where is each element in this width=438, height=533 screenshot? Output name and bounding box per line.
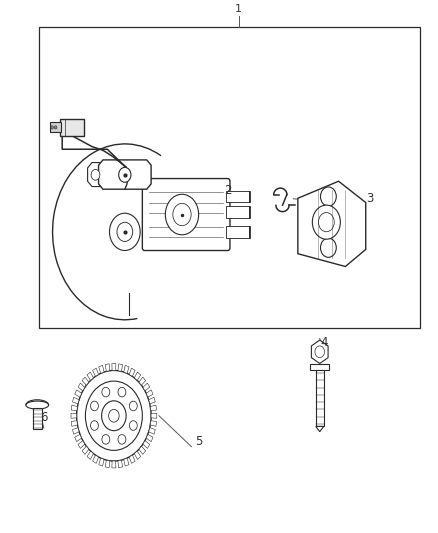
Polygon shape xyxy=(139,377,145,385)
Polygon shape xyxy=(129,455,135,463)
Polygon shape xyxy=(143,441,150,448)
Polygon shape xyxy=(146,390,153,397)
Polygon shape xyxy=(105,364,110,372)
Text: 4: 4 xyxy=(320,336,328,349)
Bar xyxy=(39,27,420,328)
Text: 6: 6 xyxy=(40,411,48,424)
Bar xyxy=(226,226,250,238)
Circle shape xyxy=(109,409,119,422)
Polygon shape xyxy=(99,458,104,466)
Polygon shape xyxy=(92,368,99,376)
Polygon shape xyxy=(105,460,110,467)
Circle shape xyxy=(117,222,133,241)
Bar xyxy=(33,408,42,429)
Circle shape xyxy=(166,194,199,235)
Polygon shape xyxy=(72,397,79,404)
Polygon shape xyxy=(149,397,155,404)
Polygon shape xyxy=(134,451,141,459)
Circle shape xyxy=(102,401,126,431)
Polygon shape xyxy=(124,458,129,466)
Circle shape xyxy=(54,126,57,129)
FancyBboxPatch shape xyxy=(142,179,230,251)
Polygon shape xyxy=(88,163,103,187)
Polygon shape xyxy=(129,368,135,376)
Polygon shape xyxy=(78,383,85,391)
Polygon shape xyxy=(298,181,366,266)
Circle shape xyxy=(321,238,336,257)
Polygon shape xyxy=(149,427,155,434)
Circle shape xyxy=(118,387,126,397)
Text: 1: 1 xyxy=(235,4,242,14)
Circle shape xyxy=(129,421,137,430)
Polygon shape xyxy=(75,390,81,397)
Text: 2: 2 xyxy=(224,184,232,197)
Polygon shape xyxy=(150,421,156,426)
Polygon shape xyxy=(82,446,89,454)
Polygon shape xyxy=(82,377,89,385)
Polygon shape xyxy=(71,421,78,426)
Polygon shape xyxy=(118,364,123,372)
Circle shape xyxy=(173,204,191,225)
Circle shape xyxy=(91,421,99,430)
Polygon shape xyxy=(75,434,81,442)
Polygon shape xyxy=(311,340,328,364)
Circle shape xyxy=(91,169,100,180)
Circle shape xyxy=(315,346,325,358)
Polygon shape xyxy=(316,426,324,432)
Bar xyxy=(316,370,324,426)
Polygon shape xyxy=(99,160,151,189)
Polygon shape xyxy=(87,372,93,381)
Text: 5: 5 xyxy=(196,435,203,448)
Polygon shape xyxy=(143,383,150,391)
Polygon shape xyxy=(134,372,141,381)
Circle shape xyxy=(102,434,110,444)
Polygon shape xyxy=(78,441,85,448)
Polygon shape xyxy=(139,446,145,454)
Polygon shape xyxy=(151,413,157,418)
Ellipse shape xyxy=(26,401,49,409)
Circle shape xyxy=(321,187,336,206)
Text: 3: 3 xyxy=(367,192,374,205)
Circle shape xyxy=(318,213,334,232)
Polygon shape xyxy=(87,451,93,459)
Polygon shape xyxy=(124,365,129,373)
Circle shape xyxy=(129,401,137,411)
Polygon shape xyxy=(112,461,116,468)
Circle shape xyxy=(77,370,151,461)
Polygon shape xyxy=(72,427,79,434)
Circle shape xyxy=(85,381,142,450)
Circle shape xyxy=(102,387,110,397)
Circle shape xyxy=(119,167,131,182)
Bar xyxy=(310,364,329,370)
Bar xyxy=(226,206,250,217)
Circle shape xyxy=(51,126,53,129)
Polygon shape xyxy=(71,413,77,418)
Polygon shape xyxy=(99,365,104,373)
Circle shape xyxy=(91,401,99,411)
Polygon shape xyxy=(112,364,116,370)
Polygon shape xyxy=(118,460,123,467)
Circle shape xyxy=(312,205,340,239)
Polygon shape xyxy=(92,455,99,463)
Polygon shape xyxy=(146,434,153,442)
Polygon shape xyxy=(150,405,156,411)
Circle shape xyxy=(118,434,126,444)
Bar xyxy=(226,190,250,202)
Bar xyxy=(60,119,84,136)
Bar xyxy=(50,122,61,132)
Polygon shape xyxy=(71,405,78,411)
Circle shape xyxy=(110,213,140,251)
